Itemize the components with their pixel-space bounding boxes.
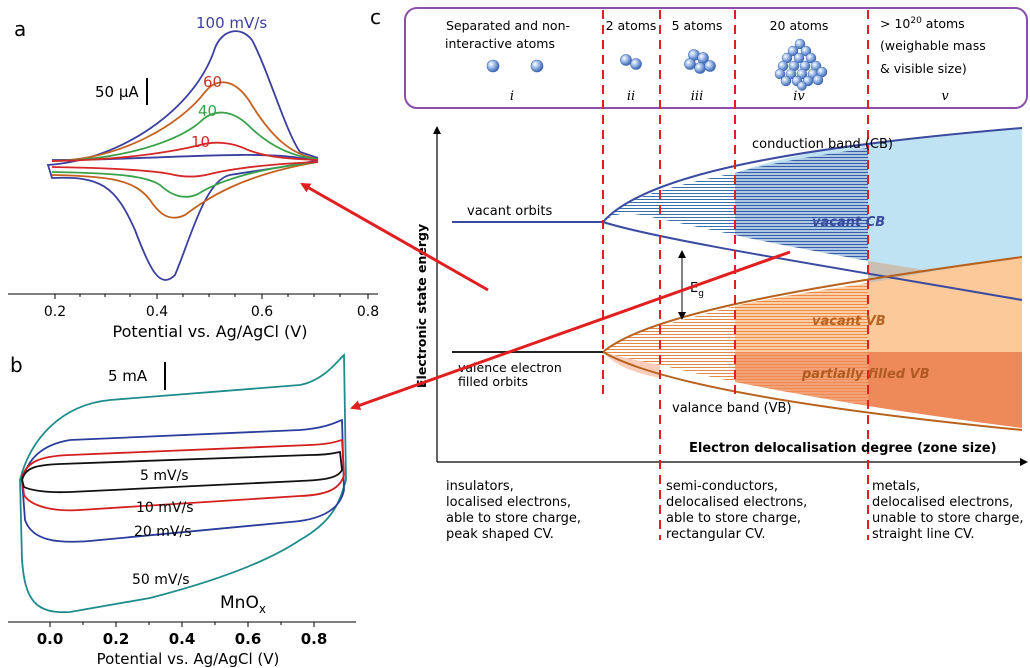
label-10mvs: 10 mV/s (136, 500, 194, 516)
c-y-axis-label: Electronic state energy (414, 224, 429, 388)
zone-i-title-2: interactive atoms (445, 36, 555, 51)
panel-a: a 50 μA 100 mV/s 60 40 10 0.2 0.4 0.6 0.… (8, 14, 379, 341)
material-label: MnOx (220, 593, 266, 616)
group-metals: metals, delocalised electrons, unable to… (872, 479, 1024, 542)
svg-text:able to store charge,: able to store charge, (446, 511, 581, 526)
cb-upper-edge (602, 127, 1023, 223)
vb-upper-edge (602, 256, 1023, 353)
atoms-illustration (486, 38, 828, 91)
zone-iv-title: 20 atoms (770, 18, 829, 33)
cb-hatch-zone-iii (660, 173, 735, 235)
label-40: 40 (198, 102, 217, 120)
panel-b-tick: 0.2 (103, 630, 130, 648)
cv-curve-5 (21, 451, 343, 494)
cv-curve-100 (46, 30, 319, 281)
panel-a-tick: 0.2 (44, 304, 66, 320)
vb-filled-iv-hatch (735, 352, 868, 406)
zone-ii-title: 2 atoms (606, 18, 657, 33)
cb-hatch-dense (735, 148, 868, 261)
panel-a-curves (46, 30, 319, 281)
group-insulators: insulators, localised electrons, able to… (446, 479, 581, 542)
group-semiconductors: semi-conductors, delocalised electrons, … (666, 479, 807, 542)
valance-band-label: valance band (VB) (672, 401, 792, 416)
label-5mvs: 5 mV/s (140, 468, 189, 484)
svg-text:unable to store charge,: unable to store charge, (872, 511, 1024, 526)
zone-v-title-3: & visible size) (880, 61, 967, 76)
vacant-vb-label: vacant VB (812, 314, 886, 329)
cv-curve-20 (21, 419, 345, 543)
zone-v-numeral: v (941, 89, 949, 104)
panel-c-letter: c (370, 5, 381, 29)
arrow-to-panel-b (350, 250, 791, 411)
vb-lower-edge (602, 351, 1023, 431)
vacant-orbits-label: vacant orbits (467, 204, 553, 219)
zone-iii-numeral: iii (691, 89, 703, 104)
vb-hatch-zone-ii (603, 326, 660, 365)
panel-b-tick: 0.6 (235, 630, 262, 648)
panel-b-letter: b (10, 353, 23, 377)
cv-curve-40 (51, 111, 319, 198)
zone-iv-numeral: iv (793, 89, 805, 104)
panel-b-tick: 0.8 (301, 630, 328, 648)
svg-text:delocalised electrons,: delocalised electrons, (872, 495, 1013, 510)
panel-b-tick: 0.0 (37, 630, 64, 648)
panel-b-scale-label: 5 mA (108, 367, 148, 385)
panel-a-tick: 0.4 (146, 304, 168, 320)
zones-box (404, 7, 1028, 109)
c-x-axis-label: Electron delocalisation degree (zone siz… (689, 441, 997, 456)
zone-ii-numeral: ii (627, 89, 635, 104)
cb-hatch-zone-ii (603, 191, 660, 222)
svg-text:peak shaped CV.: peak shaped CV. (446, 527, 554, 542)
panel-a-tick: 0.6 (251, 304, 273, 320)
vb-filled-right (868, 352, 1022, 428)
cb-label: conduction band (CB) (752, 137, 893, 152)
cv-curve-60 (51, 81, 319, 219)
svg-text:metals,: metals, (872, 479, 920, 494)
valence-filled-label-1: valence electron (458, 360, 562, 375)
zone-v-title-1: > 1020 atoms (880, 16, 965, 31)
vb-hatch-dense-top (735, 283, 868, 352)
valence-filled-label-2: filled orbits (458, 374, 528, 389)
zone-iii-title: 5 atoms (672, 18, 723, 33)
zone-i-title-1: Separated and non- (446, 18, 570, 33)
zone-i-numeral: i (510, 89, 514, 104)
panel-a-xlabel: Potential vs. Ag/AgCl (V) (113, 322, 308, 341)
partially-filled-vb-label: partially filled VB (801, 367, 930, 382)
vb-hatch-zone-iii (660, 306, 735, 382)
arrow-to-panel-a (300, 182, 489, 292)
svg-text:insulators,: insulators, (446, 479, 514, 494)
cv-curve-10 (21, 439, 345, 512)
svg-text:straight line CV.: straight line CV. (872, 527, 975, 542)
label-100mvs: 100 mV/s (196, 14, 267, 32)
cv-curve-10 (51, 141, 319, 178)
cv-curve-50 (19, 353, 347, 614)
vacant-cb-label: vacant CB (812, 215, 885, 230)
panel-b: b 5 mA 5 mV/s 10 mV/s 20 mV/s 50 mV/s Mn… (8, 353, 356, 668)
panel-c: c Separated and non- interactive atoms 2… (370, 5, 1028, 542)
panel-a-scale-label: 50 μA (95, 83, 139, 101)
cb-lower-edge (602, 221, 1023, 301)
eg-label: Eg (690, 281, 704, 299)
panel-b-tick: 0.4 (169, 630, 196, 648)
svg-text:delocalised electrons,: delocalised electrons, (666, 495, 807, 510)
zone-separators (602, 10, 869, 540)
svg-text:localised electrons,: localised electrons, (446, 495, 571, 510)
zone-v-title-2: (weighable mass (880, 38, 986, 53)
svg-text:rectangular CV.: rectangular CV. (666, 527, 765, 542)
label-50mvs: 50 mV/s (132, 572, 190, 588)
svg-text:able to store charge,: able to store charge, (666, 511, 801, 526)
panel-a-tick: 0.8 (357, 304, 379, 320)
panel-b-curves (19, 353, 347, 614)
panel-b-xlabel: Potential vs. Ag/AgCl (V) (97, 650, 280, 668)
label-20mvs: 20 mV/s (134, 524, 192, 540)
label-60: 60 (203, 73, 222, 91)
label-10: 10 (191, 133, 210, 151)
panel-a-letter: a (14, 17, 26, 41)
svg-text:semi-conductors,: semi-conductors, (666, 479, 778, 494)
